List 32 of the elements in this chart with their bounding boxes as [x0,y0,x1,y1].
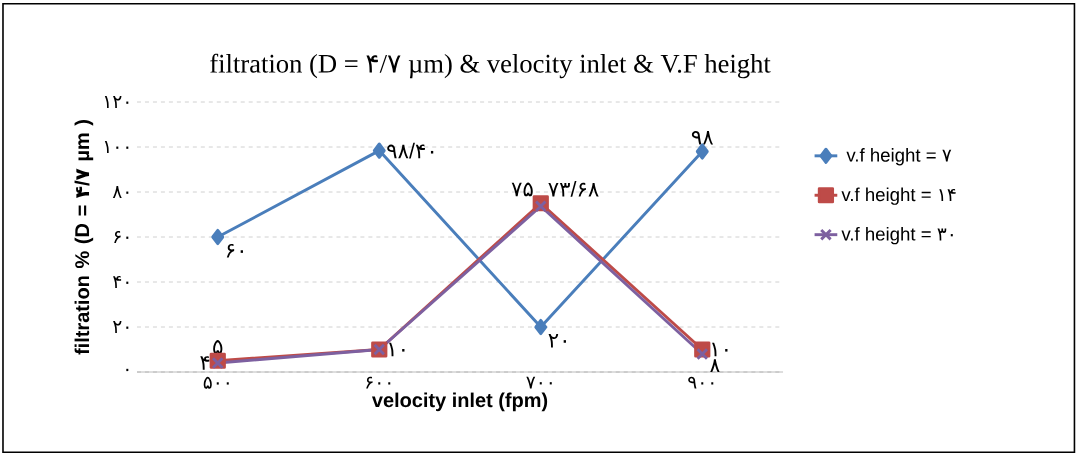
point [696,347,709,361]
x-tick-label: ۶۰۰ [366,376,391,389]
y-tick-label: ۱۲۰ [104,96,129,108]
data-label: ۶۰ [226,243,243,258]
point [211,356,224,370]
x-tick-label: ۵۰۰ [203,376,229,389]
y-tick-label: ۴۰ [113,276,129,288]
x-axis-title: velocity inlet (fpm) [371,392,548,412]
chart-title: filtration (D = ۴/۷ µm) & velocity inlet & V.F height [210,53,771,79]
legend-label: v.f height = ۳۰ [841,226,953,245]
y-tick-label: ۸۰ [112,186,129,198]
y-tick-label: ۶۰ [114,231,129,243]
data-label: ۷۳/۶۸ [548,181,599,197]
x-tick-label: ۷۰۰ [526,376,552,389]
data-label: ۱۰ [712,342,728,357]
data-label: ۹۸ [691,130,714,145]
data-label: ۲۰ [548,333,566,348]
y-tick-label: ۰ [126,368,129,372]
legend-label: v.f height = ۱۴ [841,187,956,205]
point [211,228,225,246]
y-tick-label: ۲۰ [113,321,129,333]
data-label: ۴ [200,356,210,370]
y-tick-label: ۱۰۰ [104,141,129,153]
point [534,318,548,336]
point [372,142,386,159]
data-label: ۱۰ [389,342,405,357]
data-label: ۹۸/۴۰ [387,142,434,159]
legend-label: v.f height = ۷ [846,148,952,166]
x-tick-label: ۹۰۰ [688,376,714,389]
data-label: ۷۵ [511,182,533,197]
y-axis-title: filtration % (D = ۴/۷ µm ) [74,120,94,355]
point [534,200,547,213]
